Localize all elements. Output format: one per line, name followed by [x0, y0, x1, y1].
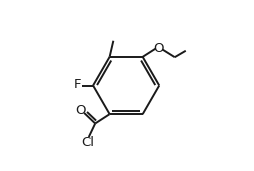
Text: O: O: [154, 42, 164, 55]
Text: O: O: [75, 104, 86, 117]
Text: F: F: [74, 78, 81, 91]
Text: Cl: Cl: [81, 136, 94, 149]
